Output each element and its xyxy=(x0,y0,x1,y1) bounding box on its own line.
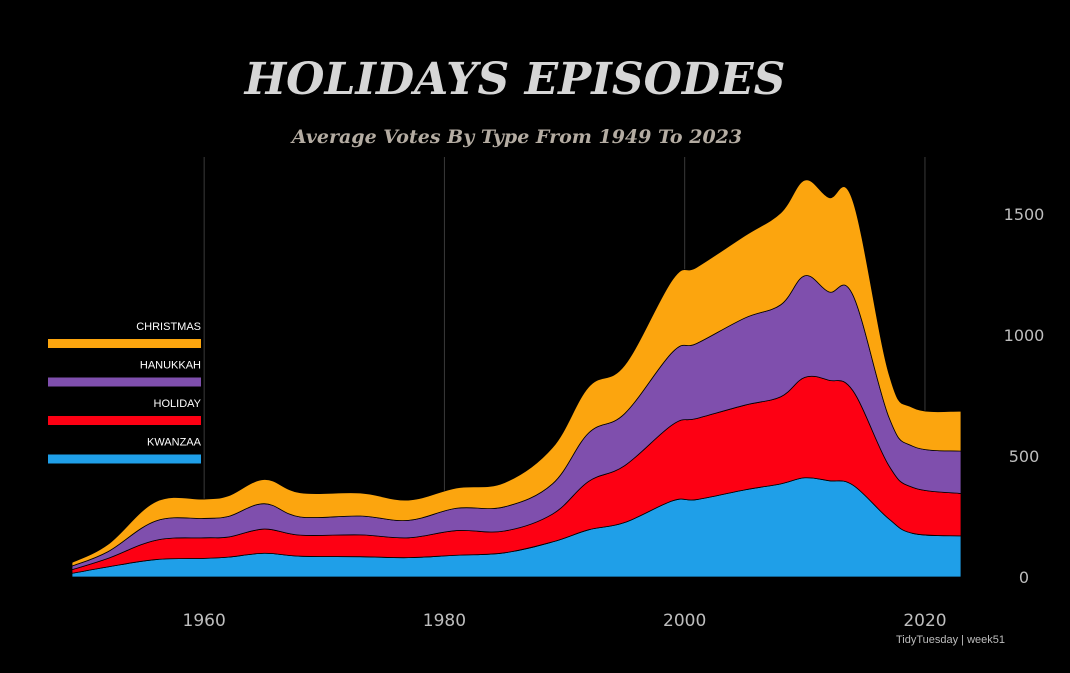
area-layer xyxy=(71,179,962,578)
legend-swatch-christmas xyxy=(48,339,201,348)
x-tick-label-1960: 1960 xyxy=(183,611,226,631)
y-tick-label-1000: 1000 xyxy=(1004,326,1045,345)
axis-layer: 1960 1980 2000 2020 0 500 1000 1500 xyxy=(183,205,1045,631)
chart-title: HOLIDAYS EPISODES xyxy=(243,54,786,105)
y-tick-label-0: 0 xyxy=(1019,568,1029,587)
x-tick-label-2000: 2000 xyxy=(663,611,706,631)
legend-swatch-kwanzaa xyxy=(48,454,201,464)
x-tick-label-1980: 1980 xyxy=(423,611,466,631)
legend-label-kwanzaa: KWANZAA xyxy=(147,437,202,449)
legend-swatch-hanukkah xyxy=(48,377,201,387)
legend-label-holiday: HOLIDAY xyxy=(154,398,202,410)
area-series-christmas xyxy=(71,179,962,567)
y-tick-label-1500: 1500 xyxy=(1004,205,1045,224)
chart-caption: TidyTuesday | week51 xyxy=(896,634,1005,646)
legend-label-hanukkah: HANUKKAH xyxy=(140,360,201,372)
y-tick-label-500: 500 xyxy=(1009,447,1040,466)
legend-layer: CHRISTMAS HANUKKAH HOLIDAY KWANZAA xyxy=(48,321,202,464)
legend-label-christmas: CHRISTMAS xyxy=(136,321,201,333)
x-tick-label-2020: 2020 xyxy=(903,611,946,631)
chart-subtitle: Average Votes By Type From 1949 To 2023 xyxy=(290,126,742,148)
legend-swatch-holiday xyxy=(48,416,201,425)
